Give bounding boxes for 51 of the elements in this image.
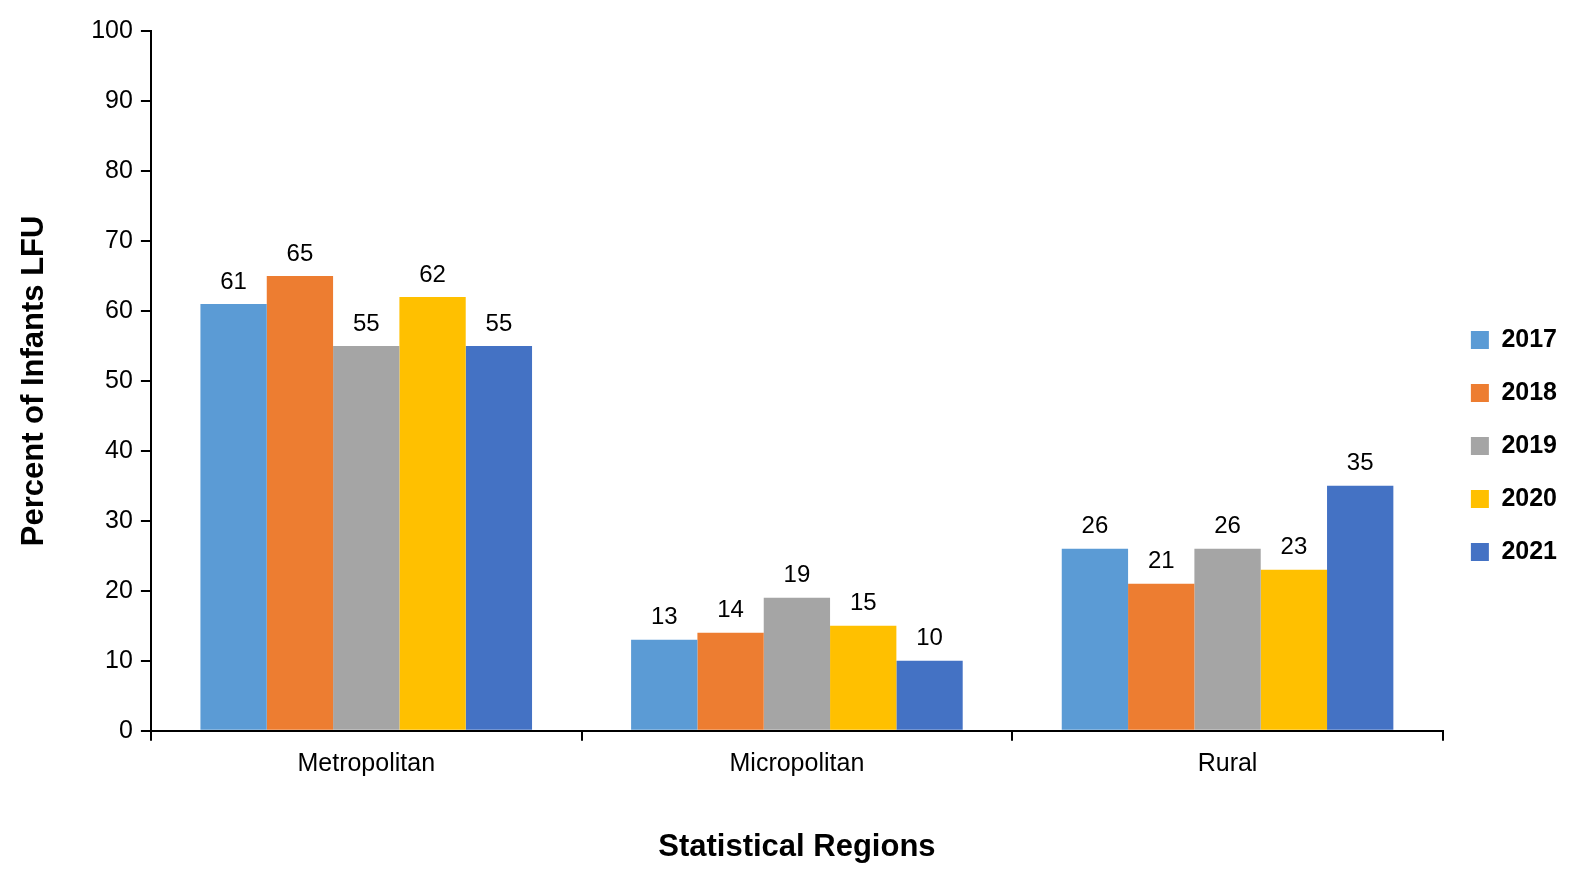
data-label: 13 [650,602,678,630]
legend-label: 2019 [1501,429,1558,458]
y-tick-label: 30 [105,504,133,533]
bar [465,345,533,730]
data-label: 61 [220,266,247,294]
bar [631,639,698,730]
y-tick-label: 0 [119,714,133,743]
y-tick-label: 10 [105,644,133,673]
y-axis-title: Percent of Infants LFU [15,215,51,547]
legend-label: 2018 [1501,376,1558,405]
data-label: 55 [485,308,513,336]
data-label: 35 [1346,448,1374,476]
y-tick-label: 60 [105,294,133,323]
data-label: 10 [916,623,943,651]
bar [333,345,400,730]
bar [1128,583,1195,730]
bar [697,632,764,730]
data-label: 55 [352,308,380,336]
data-label: 26 [1214,511,1241,539]
bar [830,625,897,730]
legend-label: 2020 [1501,482,1558,511]
legend-label: 2017 [1501,323,1558,352]
x-tick-label: Rural [1197,747,1258,776]
bar [399,296,466,730]
y-tick-label: 40 [105,434,133,463]
y-tick-label: 80 [105,154,133,183]
bar [1327,485,1394,730]
data-label: 15 [849,588,877,616]
bar [1061,548,1129,730]
y-tick-label: 50 [105,364,133,393]
bar [200,303,267,730]
x-axis-title: Statistical Regions [658,827,936,863]
x-tick-label: Micropolitan [729,747,865,776]
x-tick-label: Metropolitan [297,747,436,776]
y-tick-label: 90 [105,84,133,113]
bar [896,660,963,730]
y-tick-label: 20 [105,574,133,603]
bar [1260,569,1328,730]
data-label: 19 [783,560,811,588]
data-label: 26 [1081,511,1109,539]
y-tick-label: 70 [105,224,133,253]
bar [1194,548,1261,730]
data-label: 23 [1280,532,1308,560]
data-label: 65 [286,238,314,266]
bar [266,275,334,730]
y-tick-label: 100 [91,14,133,43]
data-label: 62 [419,259,446,287]
data-label: 21 [1147,546,1175,574]
legend-label: 2021 [1501,535,1558,564]
bar [763,597,831,730]
data-label: 14 [717,595,744,623]
